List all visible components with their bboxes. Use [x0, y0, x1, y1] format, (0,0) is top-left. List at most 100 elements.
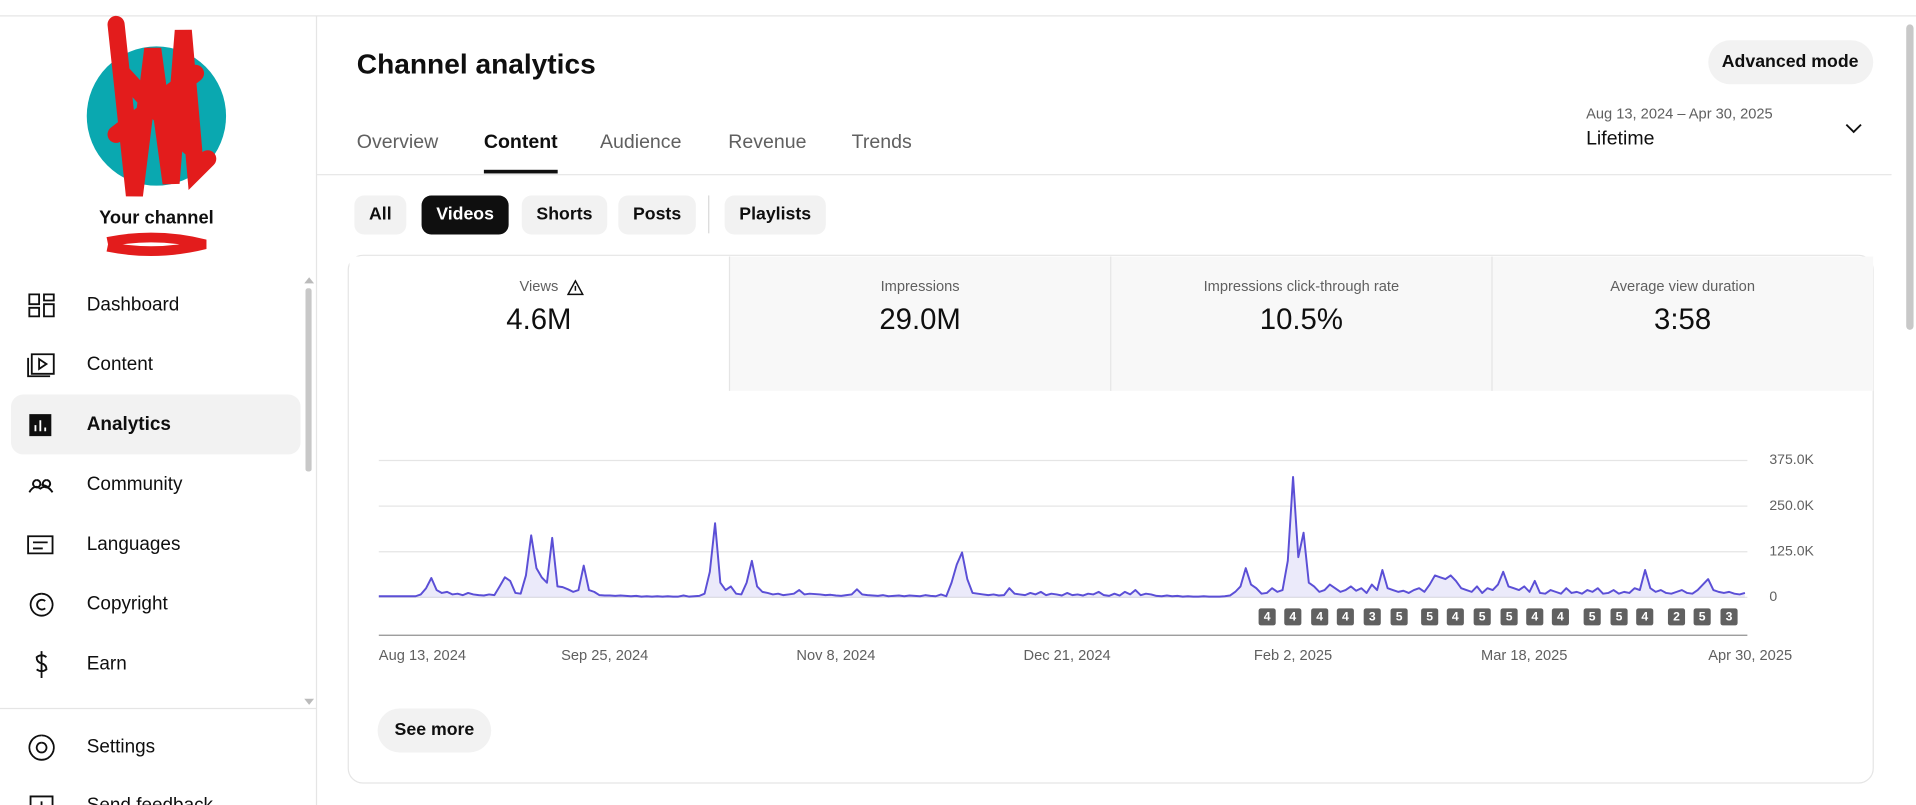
- annotation-badge[interactable]: [1446, 608, 1464, 626]
- annotation-badge[interactable]: [1583, 608, 1601, 626]
- metric-label: Impressions click-through rate: [1204, 279, 1400, 295]
- chip[interactable]: [354, 195, 407, 235]
- metric-tab-bg[interactable]: [729, 256, 1111, 391]
- chip-label: Shorts: [536, 204, 592, 224]
- nav-icon: [27, 535, 54, 555]
- annotation-count: 4: [1264, 610, 1271, 624]
- chip[interactable]: [421, 195, 509, 235]
- nav-item[interactable]: Languages: [87, 534, 181, 555]
- tab[interactable]: Revenue: [728, 131, 806, 153]
- metric-label: Average view duration: [1610, 279, 1755, 295]
- annotation-badge[interactable]: [1311, 608, 1329, 626]
- annotation-badge[interactable]: [1636, 608, 1654, 626]
- nav-item[interactable]: Analytics: [87, 414, 171, 435]
- metric-label: Views: [519, 279, 558, 295]
- x-tick-label: Sep 25, 2024: [561, 648, 648, 664]
- annotation-badge[interactable]: [1363, 608, 1381, 626]
- annotation-count: 5: [1589, 610, 1596, 624]
- nav-item[interactable]: Copyright: [87, 594, 169, 615]
- x-tick-label: Feb 2, 2025: [1254, 648, 1332, 664]
- line: [378, 475, 1746, 598]
- redaction: [107, 15, 217, 197]
- chip[interactable]: [618, 195, 696, 235]
- annotation-badge[interactable]: [1720, 608, 1738, 626]
- metric-label: Impressions: [881, 279, 960, 295]
- channel-label: Your channel: [99, 207, 214, 228]
- annotation-badge[interactable]: [1390, 608, 1408, 626]
- annotation-badge[interactable]: [1667, 608, 1686, 626]
- nav-item[interactable]: Dashboard: [87, 294, 180, 315]
- metric-value: 10.5%: [1260, 303, 1343, 336]
- x-tick-label: Aug 13, 2024: [379, 648, 466, 664]
- x-tick-label: Dec 21, 2024: [1024, 648, 1111, 664]
- tab[interactable]: Overview: [357, 131, 439, 153]
- x-tick-label: Mar 18, 2025: [1481, 648, 1567, 664]
- chip-label: All: [369, 204, 392, 224]
- annotation-count: 5: [1616, 610, 1623, 624]
- page-title: Channel analytics: [357, 48, 596, 79]
- annotation-count: 4: [1316, 610, 1323, 624]
- tab[interactable]: Trends: [852, 131, 912, 153]
- nav-icon: [29, 795, 54, 805]
- nav-icon: [28, 479, 54, 493]
- annotation-badge[interactable]: [1258, 608, 1276, 626]
- annotation-count: 4: [1641, 610, 1648, 624]
- advanced-mode-label: Advanced mode: [1722, 51, 1859, 71]
- nav-item[interactable]: Content: [87, 354, 154, 375]
- x-tick-label: Apr 30, 2025: [1708, 648, 1792, 664]
- annotation-badge[interactable]: [1500, 608, 1518, 626]
- nav-item[interactable]: Send feedback: [87, 795, 214, 805]
- metric-tab-bg[interactable]: [1110, 256, 1492, 391]
- annotation-count: 5: [1396, 610, 1403, 624]
- metric-value: 29.0M: [879, 303, 960, 336]
- nav-item[interactable]: Earn: [87, 654, 127, 675]
- annotation-badge[interactable]: [1421, 608, 1439, 626]
- nav-item[interactable]: Community: [87, 474, 183, 495]
- period[interactable]: Lifetime: [1586, 127, 1654, 149]
- annotation-badge[interactable]: [1526, 608, 1544, 626]
- nav-icon: [29, 592, 54, 617]
- annotation-badge[interactable]: [1551, 608, 1569, 626]
- chip[interactable]: [724, 195, 826, 235]
- annotation-count: 4: [1452, 610, 1459, 624]
- nav-icon: [34, 420, 47, 432]
- page-scrollbar: [1906, 24, 1914, 330]
- annotation-badge[interactable]: [1336, 608, 1354, 626]
- metric-tab-bg[interactable]: [1491, 256, 1874, 391]
- annotation-badge[interactable]: [1284, 608, 1302, 626]
- warning-icon: [566, 279, 584, 296]
- date-range: Aug 13, 2024 – Apr 30, 2025: [1586, 107, 1773, 123]
- dropdown-chevron[interactable]: [1845, 123, 1862, 134]
- y-tick-label: 0: [1769, 588, 1777, 604]
- nav-icon: [35, 651, 48, 678]
- nav-item[interactable]: Settings: [87, 737, 155, 758]
- chip-label: Videos: [436, 204, 494, 224]
- nav-icon: [28, 734, 55, 761]
- tab-underline: [483, 169, 558, 174]
- annotation-count: 5: [1479, 610, 1486, 624]
- annotation-count: 3: [1369, 610, 1376, 624]
- annotation-count: 4: [1531, 610, 1538, 624]
- annotation-badge[interactable]: [1473, 608, 1491, 626]
- tab[interactable]: Content: [484, 131, 558, 153]
- see-more-label: See more: [395, 719, 475, 739]
- nav-highlight: [10, 394, 301, 455]
- annotation-count: 5: [1699, 610, 1706, 624]
- metric-value: 4.6M: [506, 303, 571, 336]
- annotation-count: 4: [1557, 610, 1564, 624]
- sidebar-scrollbar: [305, 288, 312, 472]
- see-more-button[interactable]: [377, 708, 492, 753]
- metric-tab-bg[interactable]: [349, 256, 730, 391]
- annotation-badge[interactable]: [1693, 608, 1711, 626]
- nav-icon: [27, 353, 55, 378]
- chip-label: Playlists: [739, 204, 811, 224]
- advanced-mode-button[interactable]: [1708, 40, 1874, 85]
- chip[interactable]: [521, 195, 608, 235]
- annotation-count: 5: [1506, 610, 1513, 624]
- y-tick-label: 125.0K: [1769, 542, 1814, 558]
- tab[interactable]: Audience: [600, 131, 681, 153]
- annotation-badge[interactable]: [1610, 608, 1628, 626]
- nav-icon: [28, 293, 55, 318]
